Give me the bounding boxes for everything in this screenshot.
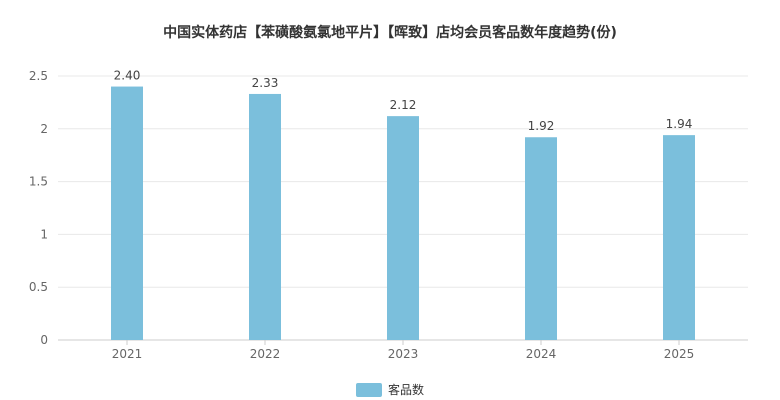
- x-tick-label: 2024: [526, 347, 557, 361]
- bar[interactable]: [387, 116, 419, 341]
- bar[interactable]: [249, 93, 281, 341]
- bar[interactable]: [111, 86, 143, 340]
- data-label: 1.92: [528, 119, 555, 133]
- data-label: 2.40: [114, 69, 141, 83]
- bars: 2.40 2.33 2.12 1.92 1.94: [111, 69, 695, 341]
- data-label: 2.33: [252, 76, 279, 90]
- bar[interactable]: [663, 135, 695, 340]
- x-axis-ticks: 2021 2022 2023 2024 2025: [112, 340, 695, 361]
- legend-label: 客品数: [387, 383, 424, 397]
- legend[interactable]: 客品数: [0, 381, 780, 398]
- bar[interactable]: [525, 137, 557, 340]
- x-tick-label: 2021: [112, 347, 143, 361]
- data-label: 1.94: [666, 117, 693, 131]
- x-tick-label: 2022: [250, 347, 281, 361]
- data-label: 2.12: [390, 98, 417, 112]
- x-tick-label: 2025: [664, 347, 695, 361]
- y-tick-label: 1: [40, 227, 48, 241]
- legend-swatch: [355, 382, 382, 397]
- x-tick-label: 2023: [388, 347, 419, 361]
- y-tick-label: 1.5: [29, 175, 48, 189]
- y-tick-label: 2: [40, 122, 48, 136]
- chart-title: 中国实体药店【苯磺酸氨氯地平片】【晖致】店均会员客品数年度趋势(份): [163, 25, 617, 41]
- y-axis-ticks: 0 0.5 1 1.5 2 2.5: [29, 69, 48, 347]
- y-tick-label: 2.5: [29, 69, 48, 83]
- y-tick-label: 0.5: [29, 280, 48, 294]
- y-tick-label: 0: [40, 333, 48, 347]
